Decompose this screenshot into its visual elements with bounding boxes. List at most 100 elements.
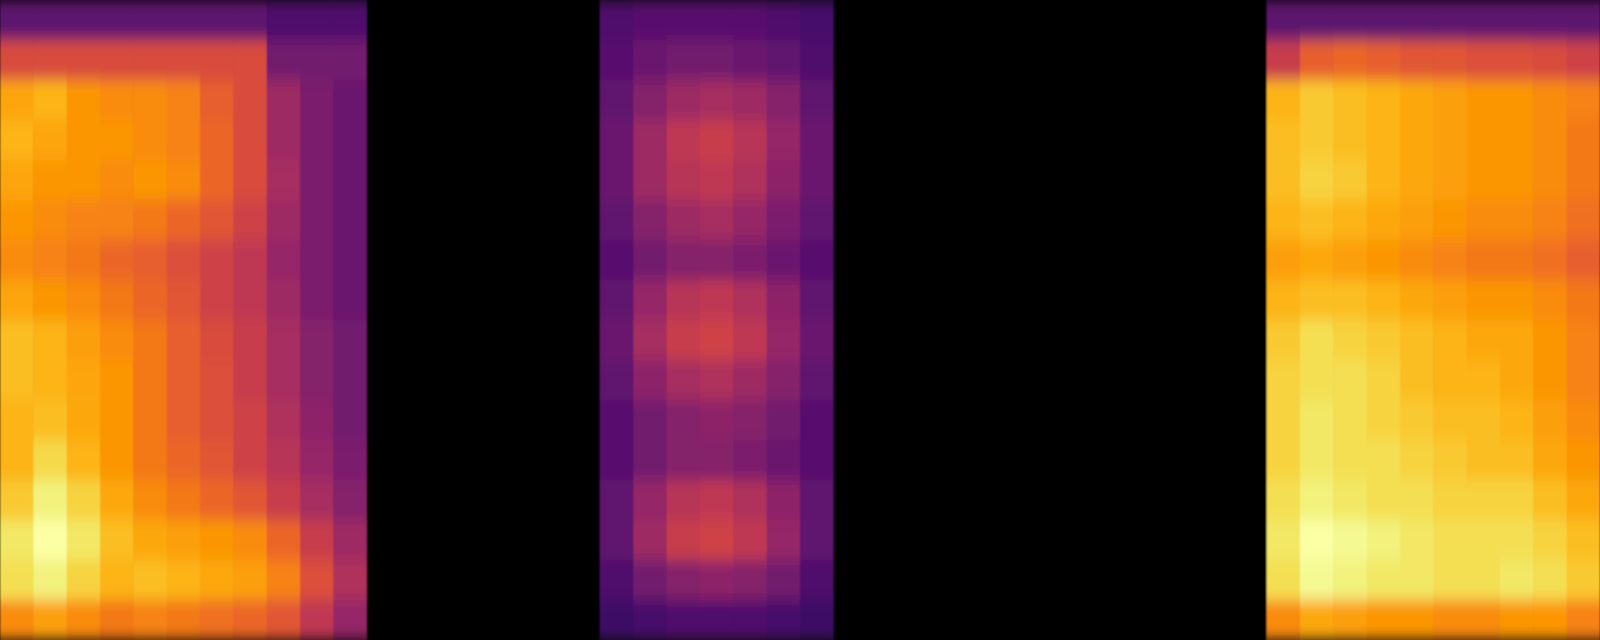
cell [1133, 40, 1167, 81]
cell [0, 200, 34, 241]
cell [300, 600, 334, 640]
cell [0, 560, 34, 601]
cell [1500, 320, 1534, 361]
cell [1266, 560, 1301, 601]
cell [500, 600, 534, 640]
cell [833, 600, 867, 640]
cell [33, 320, 67, 361]
cell [1233, 240, 1267, 281]
cell [66, 440, 101, 481]
cell [766, 0, 801, 41]
cell [100, 520, 134, 561]
cell [1533, 240, 1567, 281]
cell [833, 560, 867, 601]
cell [533, 360, 567, 401]
cell [1000, 40, 1034, 81]
cell [700, 600, 734, 640]
cell [333, 520, 367, 561]
cell [300, 240, 334, 281]
cell [1500, 120, 1534, 161]
cell [500, 440, 534, 481]
cell [900, 240, 934, 281]
cell [933, 360, 967, 401]
cell [1400, 600, 1434, 640]
cell [33, 560, 67, 601]
cell [800, 0, 834, 41]
cell [300, 320, 334, 361]
cell [1466, 240, 1501, 281]
cell [66, 0, 101, 41]
cell [300, 560, 334, 601]
cell [200, 80, 234, 121]
cell [66, 480, 101, 521]
cell [1466, 560, 1501, 601]
cell [566, 240, 601, 281]
cell [0, 360, 34, 401]
cell [466, 600, 501, 640]
cell [33, 0, 67, 41]
cell [100, 80, 134, 121]
cell [800, 40, 834, 81]
cell [1100, 160, 1134, 201]
cell [966, 120, 1001, 161]
cell [1366, 280, 1401, 321]
cell [1000, 120, 1034, 161]
cell [1366, 400, 1401, 441]
cell [400, 160, 434, 201]
cell [66, 240, 101, 281]
cell [1533, 480, 1567, 521]
cell [1066, 520, 1101, 561]
cell [1166, 160, 1201, 201]
cell [833, 280, 867, 321]
cell [566, 400, 601, 441]
cell [966, 480, 1001, 521]
cell [700, 160, 734, 201]
cell [1033, 440, 1067, 481]
cell [1033, 240, 1067, 281]
cell [466, 200, 501, 241]
cell [466, 0, 501, 41]
cell [1500, 600, 1534, 640]
cell [1266, 160, 1301, 201]
cell [1366, 120, 1401, 161]
cell [1366, 200, 1401, 241]
cell [500, 0, 534, 41]
cell [133, 240, 167, 281]
cell [233, 160, 267, 201]
cell [666, 560, 701, 601]
cell [933, 320, 967, 361]
cell [833, 200, 867, 241]
cell [133, 360, 167, 401]
cell [1100, 320, 1134, 361]
cell [866, 400, 901, 441]
cell [400, 320, 434, 361]
cell [1433, 240, 1467, 281]
cell [700, 80, 734, 121]
cell [200, 440, 234, 481]
cell [766, 240, 801, 281]
cell [866, 280, 901, 321]
cell [900, 600, 934, 640]
cell [1533, 280, 1567, 321]
cell [0, 40, 34, 81]
cell [133, 320, 167, 361]
cell [366, 40, 401, 81]
cell [33, 80, 67, 121]
heatmap-layer [0, 0, 1600, 640]
cell [1466, 360, 1501, 401]
cell [1333, 440, 1367, 481]
cell [333, 160, 367, 201]
cell [433, 440, 467, 481]
cell [400, 0, 434, 41]
cell [633, 80, 667, 121]
cell [66, 400, 101, 441]
cell [766, 320, 801, 361]
cell [466, 160, 501, 201]
cell [1533, 320, 1567, 361]
cell [133, 440, 167, 481]
cell [766, 480, 801, 521]
cell [733, 520, 767, 561]
cell [1366, 360, 1401, 401]
cell [100, 360, 134, 401]
cell [1133, 0, 1167, 41]
